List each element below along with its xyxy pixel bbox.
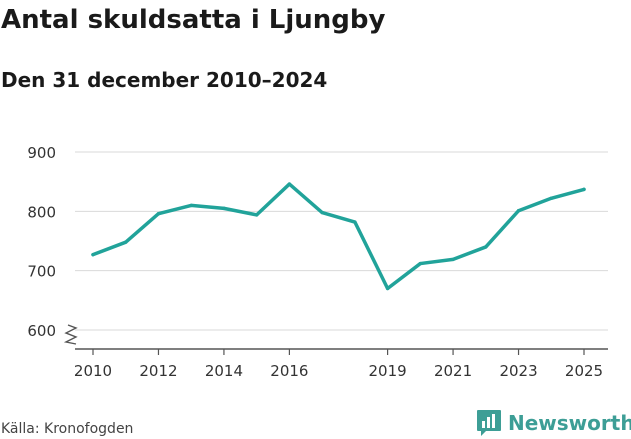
data-point-2023 xyxy=(516,209,521,213)
y-tick-label-800: 800 xyxy=(27,203,56,221)
x-tick-label-2023: 2023 xyxy=(499,362,537,380)
data-point-2020 xyxy=(418,261,423,266)
x-tick-label-2025: 2025 xyxy=(565,362,603,380)
data-point-2012 xyxy=(156,212,161,216)
data-point-2024 xyxy=(549,196,553,200)
data-point-2025 xyxy=(582,187,586,192)
chart-subtitle: Den 31 december 2010–2024 xyxy=(1,68,328,92)
line-chart: 600 700 800 900 2010 2012 2014 2016 2019 2021 202… xyxy=(27,144,608,380)
data-point-2014 xyxy=(222,206,226,211)
bar-chart-logo-icon xyxy=(477,410,501,436)
x-tick-label-2016: 2016 xyxy=(270,362,308,380)
data-point-2017 xyxy=(320,210,324,215)
series xyxy=(91,182,586,291)
x-axis xyxy=(63,324,608,350)
source-note: Källa: Kronofogden xyxy=(1,421,134,437)
chart-title: Antal skuldsatta i Ljungby xyxy=(1,5,386,35)
data-point-2022 xyxy=(484,245,488,249)
data-point-2016 xyxy=(287,182,292,186)
brand-logo: Newsworthy xyxy=(476,408,631,438)
data-point-2011 xyxy=(124,240,128,244)
data-point-2018 xyxy=(353,220,357,224)
data-point-2015 xyxy=(254,213,259,217)
data-point-2010 xyxy=(91,252,95,257)
x-tick-label-2014: 2014 xyxy=(205,362,243,380)
x-tick-label-2010: 2010 xyxy=(74,362,112,380)
x-tick-label-2019: 2019 xyxy=(369,362,407,380)
y-tick-label-900: 900 xyxy=(27,144,56,162)
series-line-0 xyxy=(91,182,586,291)
data-point-2019 xyxy=(385,286,390,291)
y-axis-tick-labels: 600 700 800 900 xyxy=(27,144,56,340)
y-tick-label-600: 600 xyxy=(27,322,56,340)
y-tick-label-700: 700 xyxy=(27,263,56,281)
gridlines xyxy=(75,151,608,331)
data-point-2013 xyxy=(189,203,193,208)
x-tick-label-2021: 2021 xyxy=(434,362,472,380)
y-axis-break-icon xyxy=(63,324,78,345)
x-tick-label-2012: 2012 xyxy=(139,362,177,380)
brand-name: Newsworthy xyxy=(508,411,631,435)
x-axis-ticks: 2010 2012 2014 2016 2019 2021 2023 2025 xyxy=(74,349,603,380)
data-point-2021 xyxy=(451,257,455,262)
